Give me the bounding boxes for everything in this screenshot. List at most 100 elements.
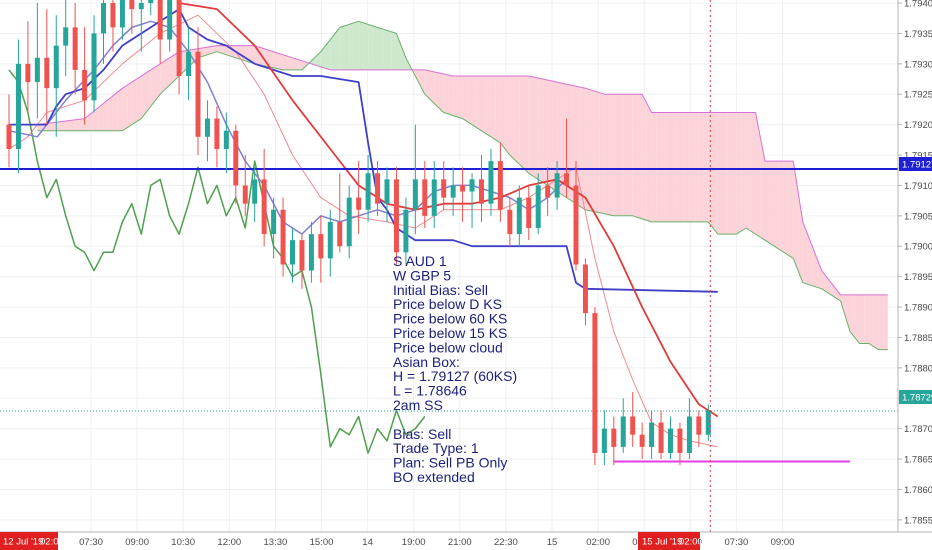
candle[interactable]	[138, 0, 144, 52]
candle[interactable]	[412, 124, 418, 235]
candle[interactable]	[516, 185, 522, 247]
candle[interactable]	[592, 307, 598, 466]
candle[interactable]	[214, 106, 220, 168]
candle[interactable]	[365, 155, 371, 222]
candle-body	[686, 416, 692, 453]
candle[interactable]	[186, 27, 192, 101]
candle[interactable]	[668, 416, 673, 460]
cloud-segment-bearish	[698, 112, 704, 222]
candle[interactable]	[299, 234, 305, 289]
price-axis[interactable]: 1.79400 1.79350 1.79300 1.79250 1.79200 1.791…	[898, 0, 932, 526]
candle[interactable]	[271, 197, 277, 259]
candle[interactable]	[53, 15, 59, 137]
candle[interactable]	[261, 148, 267, 247]
candle[interactable]	[91, 15, 97, 113]
candle[interactable]	[337, 173, 343, 253]
candle[interactable]	[488, 148, 494, 216]
candle[interactable]	[375, 161, 381, 216]
note-line: Initial Bias: Sell	[393, 282, 488, 298]
candle[interactable]	[545, 167, 551, 216]
cloud-segment-bearish	[637, 94, 643, 219]
candle[interactable]	[497, 142, 503, 222]
candle[interactable]	[441, 161, 447, 210]
candle[interactable]	[110, 0, 116, 52]
candle[interactable]	[649, 410, 655, 460]
candle[interactable]	[460, 167, 466, 222]
candle[interactable]	[25, 21, 31, 113]
cloud-segment-bearish	[481, 76, 487, 134]
time-tick-label: 12:00	[217, 537, 241, 548]
cloud-segment-bearish	[807, 234, 813, 286]
candle-body	[497, 161, 503, 210]
candle-body	[658, 422, 664, 453]
candle[interactable]	[431, 161, 437, 228]
candle-body	[450, 185, 456, 198]
candle[interactable]	[705, 404, 711, 441]
candle[interactable]	[469, 173, 475, 228]
candle[interactable]	[611, 416, 617, 466]
candle[interactable]	[346, 185, 352, 259]
candle[interactable]	[582, 258, 588, 326]
candle[interactable]	[507, 197, 513, 247]
candle[interactable]	[601, 410, 607, 466]
candle[interactable]	[393, 167, 399, 265]
candle[interactable]	[44, 9, 50, 125]
candle[interactable]	[34, 3, 40, 119]
candle[interactable]	[422, 161, 428, 228]
candle[interactable]	[280, 197, 286, 277]
candle[interactable]	[677, 422, 683, 466]
candle[interactable]	[308, 221, 314, 283]
candle[interactable]	[72, 3, 78, 95]
candle[interactable]	[176, 0, 182, 95]
candle[interactable]	[167, 0, 173, 52]
candle[interactable]	[6, 94, 12, 168]
cloud-segment-bearish	[75, 119, 80, 131]
candle-body	[186, 51, 192, 76]
candle-body	[53, 45, 59, 89]
candle[interactable]	[148, 0, 154, 16]
candle[interactable]	[195, 27, 201, 156]
candle[interactable]	[101, 0, 106, 64]
current-price-tag: 1.78729	[899, 390, 932, 404]
candle[interactable]	[223, 112, 229, 174]
candle[interactable]	[564, 118, 570, 198]
cloud-segment-bearish	[301, 60, 307, 70]
candle[interactable]	[479, 155, 484, 222]
candle[interactable]	[696, 410, 702, 447]
candle[interactable]	[554, 161, 560, 210]
candle-body	[101, 3, 106, 34]
candle[interactable]	[157, 0, 163, 64]
candle[interactable]	[242, 155, 248, 216]
candle[interactable]	[535, 173, 541, 235]
candle-body	[573, 185, 579, 265]
candle-body	[6, 124, 12, 149]
candle[interactable]	[630, 392, 636, 447]
cloud-segment-bearish	[783, 161, 789, 256]
candle[interactable]	[526, 185, 532, 241]
candle[interactable]	[204, 100, 210, 162]
candle[interactable]	[129, 0, 135, 34]
candle[interactable]	[450, 167, 456, 216]
candle[interactable]	[63, 0, 69, 76]
candle[interactable]	[356, 161, 362, 235]
candle[interactable]	[384, 167, 390, 222]
candle[interactable]	[119, 0, 125, 40]
candle[interactable]	[573, 161, 579, 271]
candle[interactable]	[327, 209, 333, 277]
candle[interactable]	[403, 197, 409, 265]
candle[interactable]	[252, 167, 258, 222]
candle[interactable]	[658, 410, 664, 460]
candle-body	[148, 0, 154, 4]
candle[interactable]	[15, 39, 21, 174]
candle-body	[110, 3, 116, 28]
candle[interactable]	[620, 398, 626, 453]
candle[interactable]	[290, 228, 295, 283]
candle[interactable]	[233, 124, 239, 204]
candle[interactable]	[82, 27, 88, 125]
time-tick-label: 07:30	[725, 537, 749, 548]
candle[interactable]	[639, 422, 645, 460]
candles[interactable]	[6, 0, 711, 466]
candle[interactable]	[318, 215, 324, 283]
candle[interactable]	[686, 398, 692, 460]
